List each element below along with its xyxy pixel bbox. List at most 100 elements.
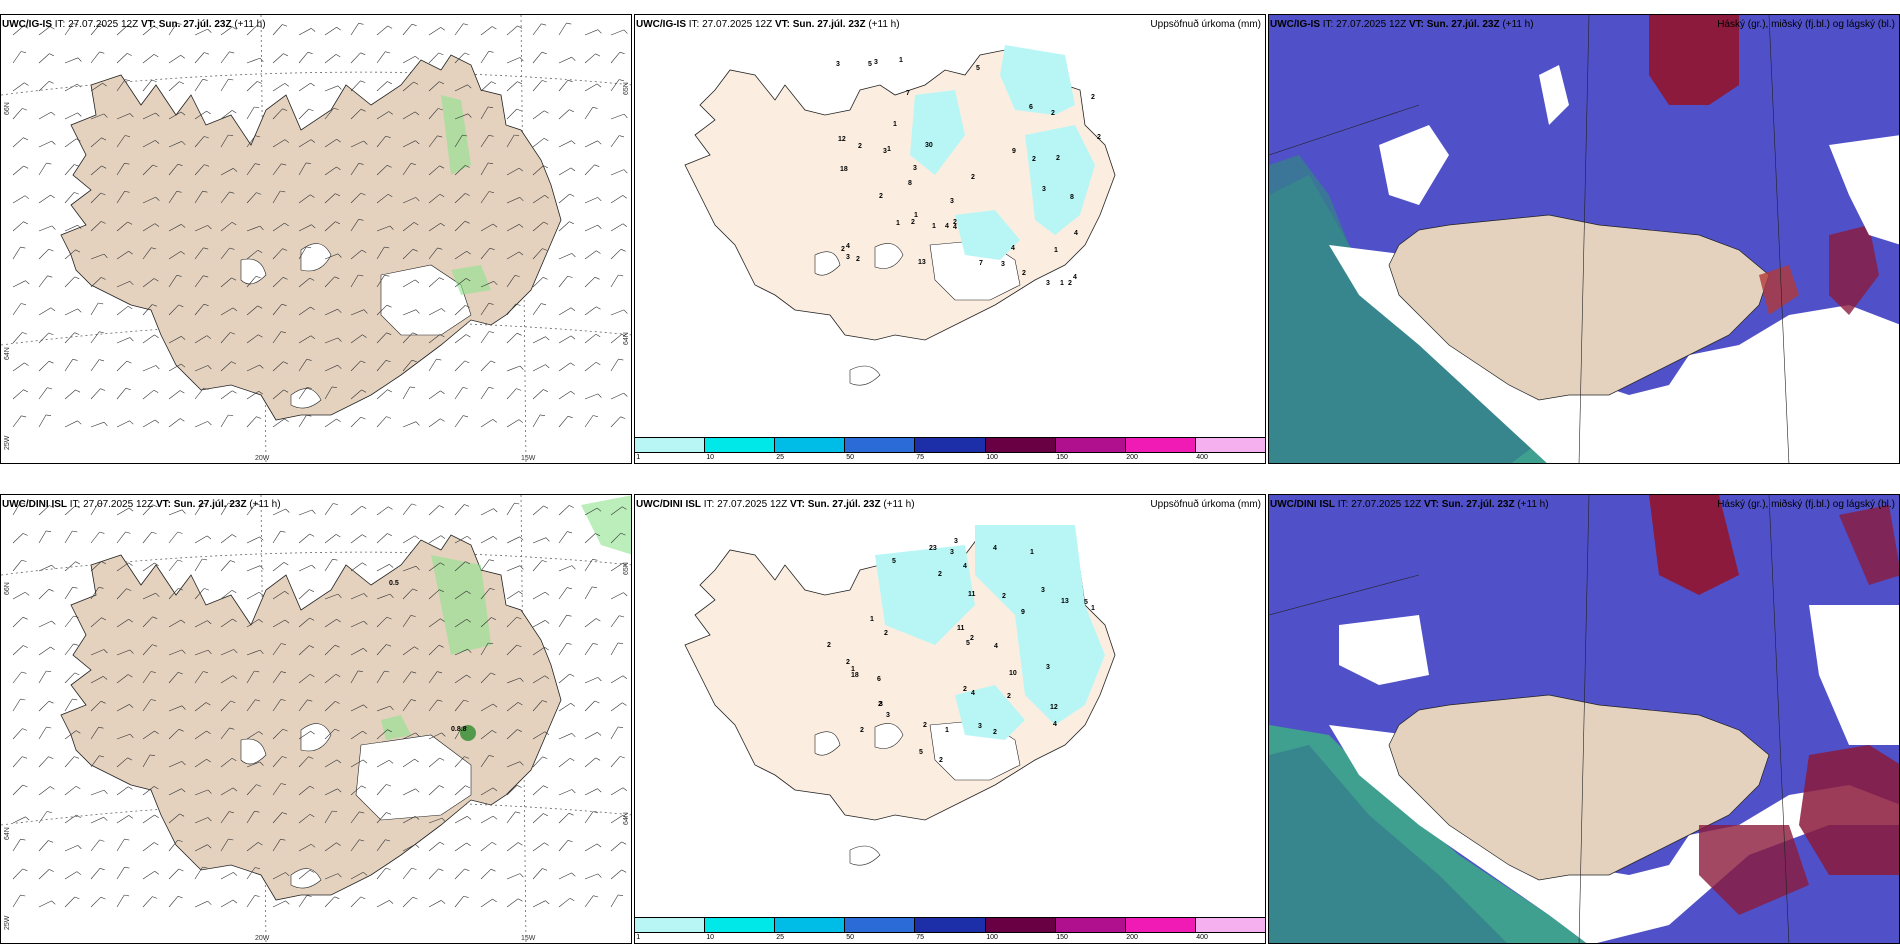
wind-barb (298, 617, 310, 628)
wind-barb-flag (283, 53, 288, 57)
wind-barb-flag (440, 222, 445, 227)
wind-barb-flag (519, 167, 524, 172)
wind-barb-flag (309, 617, 315, 621)
wind-barb (584, 393, 599, 400)
wind-barb-flag (153, 25, 159, 29)
wind-barb (558, 140, 572, 148)
wind-barb-flag (48, 332, 54, 336)
wind-barb (246, 619, 259, 628)
wind-barb-flag (127, 674, 133, 678)
wind-barb-flag (570, 335, 576, 340)
wind-barb-flag (517, 729, 522, 732)
wind-barb-flag (281, 671, 287, 674)
wind-barb (38, 726, 47, 740)
wind-barb (610, 563, 623, 572)
wind-barb-flag (74, 672, 80, 676)
wind-barb (402, 248, 414, 260)
wind-barb-flag (20, 303, 26, 305)
wind-barb-flag (152, 304, 158, 307)
wind-barb (324, 788, 338, 796)
wind-barb (12, 756, 23, 768)
wind-barb (506, 616, 518, 628)
wind-barb-flag (50, 786, 55, 790)
wind-barb-flag (571, 789, 576, 794)
precip-value-label: 5 (966, 640, 970, 647)
wind-barb-flag (21, 671, 27, 674)
wind-barb (506, 502, 515, 516)
wind-barb-flag (180, 619, 186, 624)
panel-header: UWC/IG-IS IT: 27.07.2025 12Z VT: Sun. 27… (1270, 19, 1534, 30)
wind-barb-flag (440, 535, 446, 539)
wind-barb (402, 565, 417, 572)
wind-barb (584, 164, 595, 176)
wind-barb (402, 867, 412, 880)
wind-barb-flag (493, 815, 498, 820)
wind-barb-flag (566, 22, 572, 25)
wind-barb-flag (176, 23, 182, 25)
wind-barb-flag (129, 420, 134, 425)
wind-barb-flag (358, 219, 364, 221)
wind-barb (90, 617, 102, 628)
wind-barb-flag (415, 197, 420, 202)
wind-barb-flag (411, 23, 417, 26)
wind-barb (116, 53, 128, 64)
wind-barb-flag (363, 593, 368, 598)
wind-barb-flag (77, 57, 82, 62)
wind-barb (12, 559, 23, 572)
wind-barb (116, 562, 129, 572)
wind-barb (532, 336, 546, 344)
wind-barb-flag (358, 274, 364, 277)
precip-value-label: 11 (957, 625, 965, 632)
wind-barb-flag (622, 702, 627, 706)
wind-barb (12, 645, 24, 656)
wind-barb (246, 249, 259, 260)
wind-barb (38, 900, 52, 908)
wind-barb (168, 788, 182, 796)
wind-barb (168, 251, 181, 260)
wind-barb-flag (331, 386, 337, 388)
wind-barb (454, 674, 467, 684)
colorbar-tick-label: 50 (846, 934, 855, 941)
wind-barb-flag (463, 415, 469, 418)
wind-barb-flag (311, 28, 316, 32)
wind-barb (220, 838, 229, 852)
wind-barb-flag (592, 107, 598, 109)
wind-barb-flag (180, 55, 185, 59)
wind-barb (38, 414, 47, 428)
wind-barb (272, 562, 285, 572)
precip-value-label: 2 (827, 642, 831, 649)
wind-barb-flag (386, 304, 392, 308)
wind-barb-flag (542, 700, 548, 703)
wind-barb-flag (337, 788, 342, 793)
wind-barb-flag (336, 842, 341, 846)
precip-value-label: 6 (1029, 104, 1033, 111)
wind-barb-flag (307, 699, 313, 702)
wind-barb (480, 642, 489, 656)
wind-barb-flag (389, 759, 394, 764)
wind-barb (324, 276, 335, 288)
wind-barb (506, 365, 521, 372)
wind-barb-flag (228, 78, 234, 81)
wind-barb-flag (153, 842, 159, 846)
wind-barb (376, 616, 388, 628)
wind-barb (220, 758, 233, 768)
wind-barb (480, 223, 494, 232)
wind-barb-flag (259, 649, 264, 654)
wind-barb-flag (203, 275, 209, 278)
wind-barb-flag (515, 303, 521, 306)
wind-barb (324, 193, 336, 204)
wind-barb-flag (622, 223, 628, 228)
wind-barb (402, 222, 415, 232)
wind-barb (454, 415, 464, 428)
wind-barb (324, 308, 338, 316)
wind-barb-flag (437, 699, 443, 702)
wind-barb-flag (518, 842, 523, 846)
wind-barb-flag (544, 731, 550, 735)
wind-barb-flag (101, 165, 107, 169)
wind-barb-flag (202, 79, 208, 81)
wind-barb-flag (155, 592, 160, 597)
wind-barb (194, 275, 204, 288)
wind-barb (350, 593, 365, 600)
wind-barb-flag (285, 508, 290, 513)
wind-barb (402, 896, 414, 908)
